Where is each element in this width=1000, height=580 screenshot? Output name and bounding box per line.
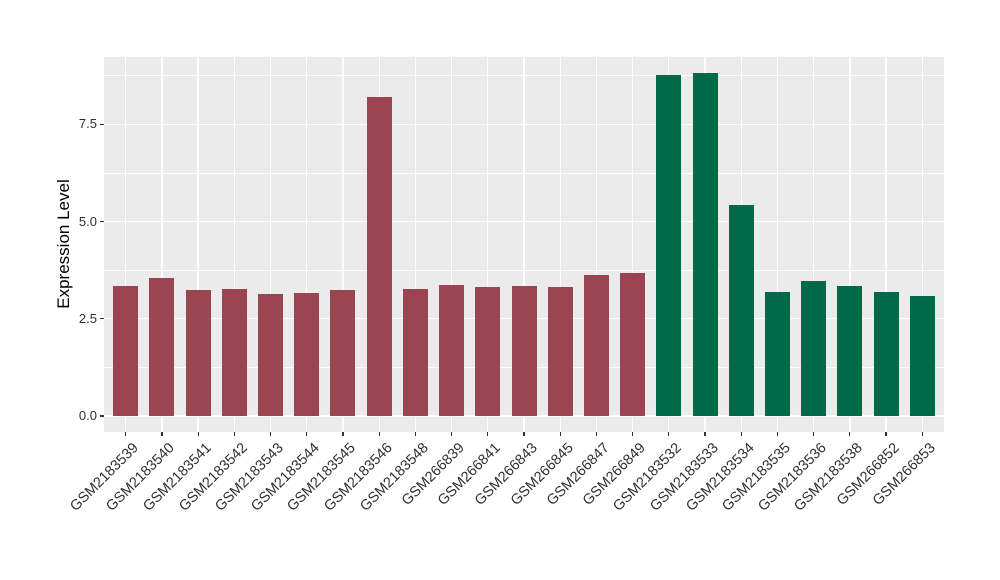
bar-GSM2183541	[185, 289, 211, 416]
x-tick-mark	[740, 432, 742, 436]
y-tick-mark	[100, 123, 104, 125]
x-tick-mark	[269, 432, 272, 436]
x-tick-mark	[342, 432, 344, 436]
x-tick-mark	[921, 432, 923, 436]
x-tick-mark	[849, 432, 851, 436]
plot-panel	[104, 57, 944, 432]
x-tick-mark	[704, 432, 706, 436]
x-tick-mark	[487, 432, 489, 436]
y-axis-tick-label: 7.5	[78, 116, 97, 132]
x-gridline	[342, 57, 344, 432]
x-tick-mark	[668, 432, 670, 436]
bar-GSM2183539	[113, 285, 139, 416]
bar-GSM2183542	[221, 288, 247, 416]
x-gridline	[414, 57, 417, 432]
bar-GSM266849	[620, 273, 646, 416]
bar-GSM2183538	[837, 286, 863, 416]
x-tick-mark	[161, 432, 163, 436]
x-tick-mark	[559, 432, 561, 436]
bar-GSM266852	[873, 291, 899, 416]
x-gridline	[125, 57, 127, 432]
y-axis-title: Expression Level	[54, 179, 73, 309]
x-tick-mark	[306, 432, 308, 436]
x-gridline	[813, 57, 815, 432]
x-gridline	[921, 57, 923, 432]
bar-GSM2183532	[656, 75, 682, 416]
bar-GSM2183534	[728, 205, 754, 416]
bar-GSM2183535	[764, 291, 790, 416]
y-tick-mark	[100, 318, 104, 320]
x-tick-mark	[595, 432, 597, 436]
bar-GSM266845	[547, 287, 573, 416]
bar-GSM2183545	[330, 289, 356, 416]
bar-GSM2183536	[801, 281, 827, 416]
x-gridline	[161, 57, 163, 432]
x-gridline	[776, 57, 779, 432]
bar-GSM2183540	[149, 277, 175, 416]
x-tick-mark	[776, 432, 779, 436]
x-tick-mark	[813, 432, 815, 436]
bar-GSM266847	[583, 275, 609, 416]
x-tick-mark	[414, 432, 416, 436]
x-gridline	[849, 57, 851, 432]
x-tick-mark	[378, 432, 380, 436]
x-tick-mark	[125, 432, 127, 436]
x-gridline	[197, 57, 199, 432]
x-gridline	[885, 57, 887, 432]
x-tick-mark	[885, 432, 887, 436]
y-tick-mark	[100, 415, 104, 417]
bar-GSM2183543	[258, 293, 284, 416]
x-gridline	[523, 57, 525, 432]
bar-GSM2183533	[692, 73, 718, 416]
y-tick-mark	[100, 220, 104, 223]
bar-GSM2183544	[294, 293, 320, 416]
x-gridline	[559, 57, 561, 432]
x-gridline	[631, 57, 634, 432]
bar-GSM266853	[909, 296, 935, 416]
y-axis-tick-label: 0.0	[78, 408, 97, 423]
bar-GSM266839	[439, 284, 465, 416]
x-tick-mark	[523, 432, 525, 436]
x-gridline	[233, 57, 235, 432]
bar-GSM266841	[475, 287, 501, 416]
x-gridline	[595, 57, 598, 432]
x-tick-mark	[450, 432, 453, 436]
x-tick-mark	[197, 432, 199, 436]
x-tick-mark	[632, 432, 634, 436]
y-axis-tick-label: 2.5	[78, 310, 97, 326]
x-gridline	[487, 57, 489, 432]
x-gridline	[450, 57, 453, 432]
y-axis-tick-label: 5.0	[78, 213, 97, 229]
x-tick-mark	[233, 432, 235, 436]
x-gridline	[306, 57, 308, 432]
x-gridline	[269, 57, 272, 432]
bar-GSM2183548	[402, 288, 428, 416]
bar-GSM2183546	[366, 97, 392, 416]
bar-GSM266843	[511, 286, 537, 416]
